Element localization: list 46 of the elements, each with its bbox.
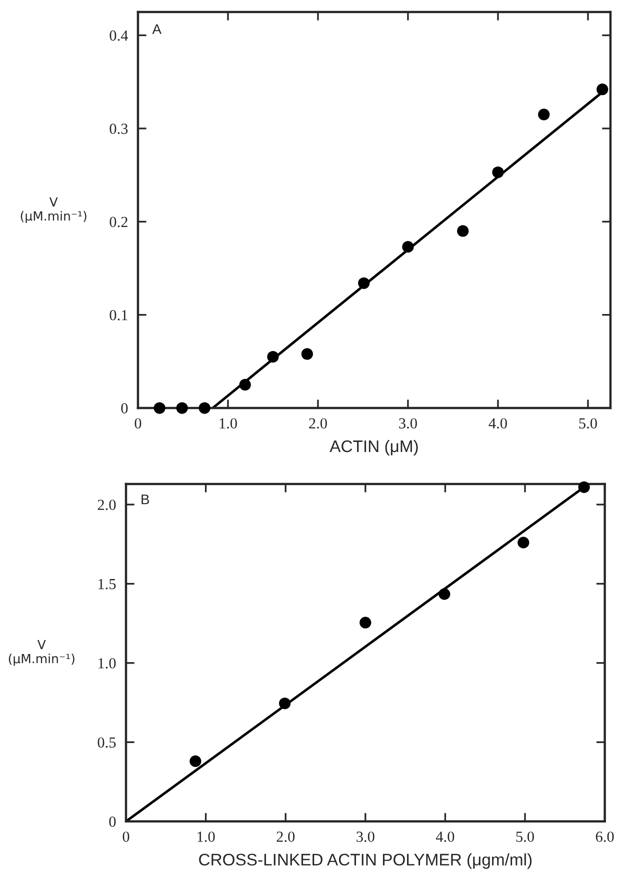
y-tick-label: 2.0 xyxy=(98,500,116,510)
point xyxy=(438,588,450,600)
point xyxy=(518,536,530,548)
y-tick-label: 1.0 xyxy=(98,658,116,668)
y-tick-label: 0.1 xyxy=(110,310,128,320)
point xyxy=(176,402,188,414)
x-tick-label: 3.0 xyxy=(399,418,417,429)
x-axis-title: ACTIN (μM) xyxy=(330,440,418,456)
point xyxy=(190,755,202,768)
y-axis-title: V (μM.min⁻¹) xyxy=(8,640,74,666)
y-tick-label: 0.2 xyxy=(110,216,128,228)
x-axis-title: CROSS-LINKED ACTIN POLYMER (μgm/ml) xyxy=(199,853,532,869)
point xyxy=(596,84,608,96)
x-tick-label: 5.0 xyxy=(579,418,597,429)
y-tick-label: 0.5 xyxy=(98,737,116,748)
x-tick-label: 4.0 xyxy=(488,418,507,429)
point xyxy=(278,698,291,710)
x-tick-label: 1.0 xyxy=(220,418,237,429)
point xyxy=(267,350,279,363)
point xyxy=(457,225,469,237)
point xyxy=(239,378,251,391)
x-tick-label: 6.0 xyxy=(596,832,614,842)
y-tick-label: 0.4 xyxy=(110,30,128,41)
y-tick-label: 1.5 xyxy=(98,578,116,590)
point xyxy=(358,277,370,289)
point xyxy=(402,241,414,253)
x-tick-label: 1.0 xyxy=(198,832,215,842)
y-axis-title: V (μM.min⁻¹) xyxy=(20,197,86,224)
x-tick-label: 3.0 xyxy=(356,832,374,842)
x-tick-label: 0 xyxy=(134,418,142,429)
x-tick-label: 2.0 xyxy=(276,832,295,842)
point xyxy=(301,348,313,360)
annotation: A xyxy=(152,24,162,34)
y-tick-label: 0.3 xyxy=(110,124,128,134)
y-tick-label: 0 xyxy=(109,816,116,827)
point xyxy=(360,616,372,628)
point xyxy=(492,166,504,178)
x-tick-label: 4.0 xyxy=(436,832,454,842)
x-tick-label: 5.0 xyxy=(516,832,534,842)
point xyxy=(198,402,210,414)
x-tick-label: 2.0 xyxy=(309,418,327,429)
point xyxy=(154,402,166,414)
annotation: B xyxy=(142,494,150,504)
point xyxy=(578,481,590,493)
y-tick-label: 0 xyxy=(121,403,128,414)
point xyxy=(538,108,550,120)
